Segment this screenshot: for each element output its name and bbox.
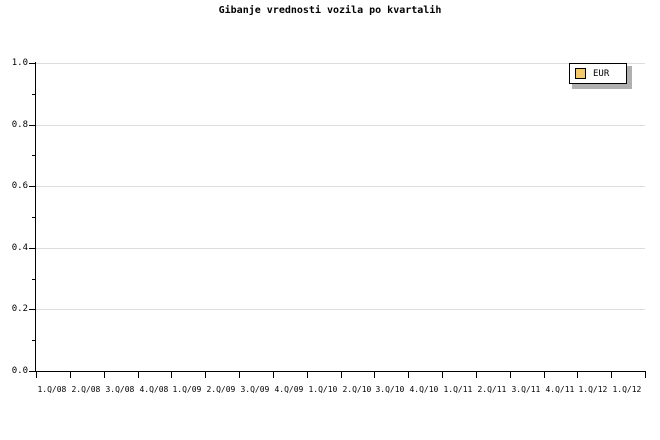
y-axis-tick-major — [29, 371, 36, 372]
x-axis-tick — [104, 372, 105, 378]
x-axis-tick-label: 4.Q/11 — [545, 385, 575, 394]
gridline — [36, 309, 645, 310]
x-axis-tick — [36, 372, 37, 378]
x-axis-tick — [442, 372, 443, 378]
y-axis-tick-label: 0.8 — [11, 120, 28, 130]
x-axis-tick-label: 1.Q/10 — [308, 385, 338, 394]
gridline — [36, 186, 645, 187]
x-axis-tick-label: 3.Q/11 — [511, 385, 541, 394]
legend-swatch-icon — [575, 68, 586, 79]
x-axis-tick — [70, 372, 71, 378]
y-axis-tick-minor — [32, 279, 36, 280]
x-axis-tick-label: 1.Q/11 — [443, 385, 473, 394]
y-axis-tick-label: 0.2 — [11, 304, 28, 314]
x-axis-tick-label: 4.Q/10 — [409, 385, 439, 394]
gridline — [36, 125, 645, 126]
x-axis-tick — [544, 372, 545, 378]
x-axis-tick — [476, 372, 477, 378]
y-axis-tick-major — [29, 125, 36, 126]
legend-entry-label: EUR — [593, 68, 610, 79]
x-axis-tick — [341, 372, 342, 378]
gridline — [36, 248, 645, 249]
x-axis-tick — [307, 372, 308, 378]
y-axis-tick-label: 1.0 — [11, 58, 28, 68]
x-axis-tick — [611, 372, 612, 378]
x-axis-tick — [408, 372, 409, 378]
y-axis-tick-major — [29, 248, 36, 249]
y-axis-tick-major — [29, 63, 36, 64]
x-axis-tick-label: 3.Q/09 — [240, 385, 270, 394]
x-axis-tick-label: 1.Q/12 — [578, 385, 608, 394]
y-axis-tick-minor — [32, 217, 36, 218]
x-axis-tick-label: 1.Q/08 — [37, 385, 67, 394]
gridline — [36, 63, 645, 64]
x-axis-tick — [239, 372, 240, 378]
x-axis-tick-label: 3.Q/08 — [105, 385, 135, 394]
y-axis-tick-minor — [32, 94, 36, 95]
x-axis-tick-label: 2.Q/10 — [342, 385, 372, 394]
y-axis-tick-label: 0.6 — [11, 181, 28, 191]
x-axis-tick — [171, 372, 172, 378]
chart-title: Gibanje vrednosti vozila po kvartalih — [218, 5, 442, 16]
x-axis-tick — [138, 372, 139, 378]
x-axis-tick — [510, 372, 511, 378]
x-axis-tick — [577, 372, 578, 378]
x-axis-tick-label: 2.Q/09 — [206, 385, 236, 394]
x-axis-tick-label: 2.Q/08 — [71, 385, 101, 394]
legend-entry: EUR — [570, 64, 626, 83]
y-axis-tick-label: 0.0 — [11, 366, 28, 376]
plot-area — [36, 63, 645, 371]
x-axis-tick — [374, 372, 375, 378]
x-axis-tick-label: 1.Q/09 — [172, 385, 202, 394]
chart-legend[interactable]: EUR — [569, 63, 627, 84]
x-axis-tick-label: 1.Q/12 — [612, 385, 642, 394]
x-axis-tick-label: 3.Q/10 — [375, 385, 405, 394]
x-axis-tick-label: 4.Q/09 — [274, 385, 304, 394]
y-axis-tick-minor — [32, 155, 36, 156]
x-axis-tick-label: 4.Q/08 — [139, 385, 169, 394]
x-axis-tick-label: 2.Q/11 — [477, 385, 507, 394]
x-axis-tick — [205, 372, 206, 378]
x-axis-tick — [645, 372, 646, 378]
x-axis-line — [35, 371, 646, 372]
y-axis-tick-label: 0.4 — [11, 243, 28, 253]
y-axis-tick-major — [29, 309, 36, 310]
y-axis-tick-minor — [32, 340, 36, 341]
y-axis-tick-major — [29, 186, 36, 187]
x-axis-tick — [273, 372, 274, 378]
